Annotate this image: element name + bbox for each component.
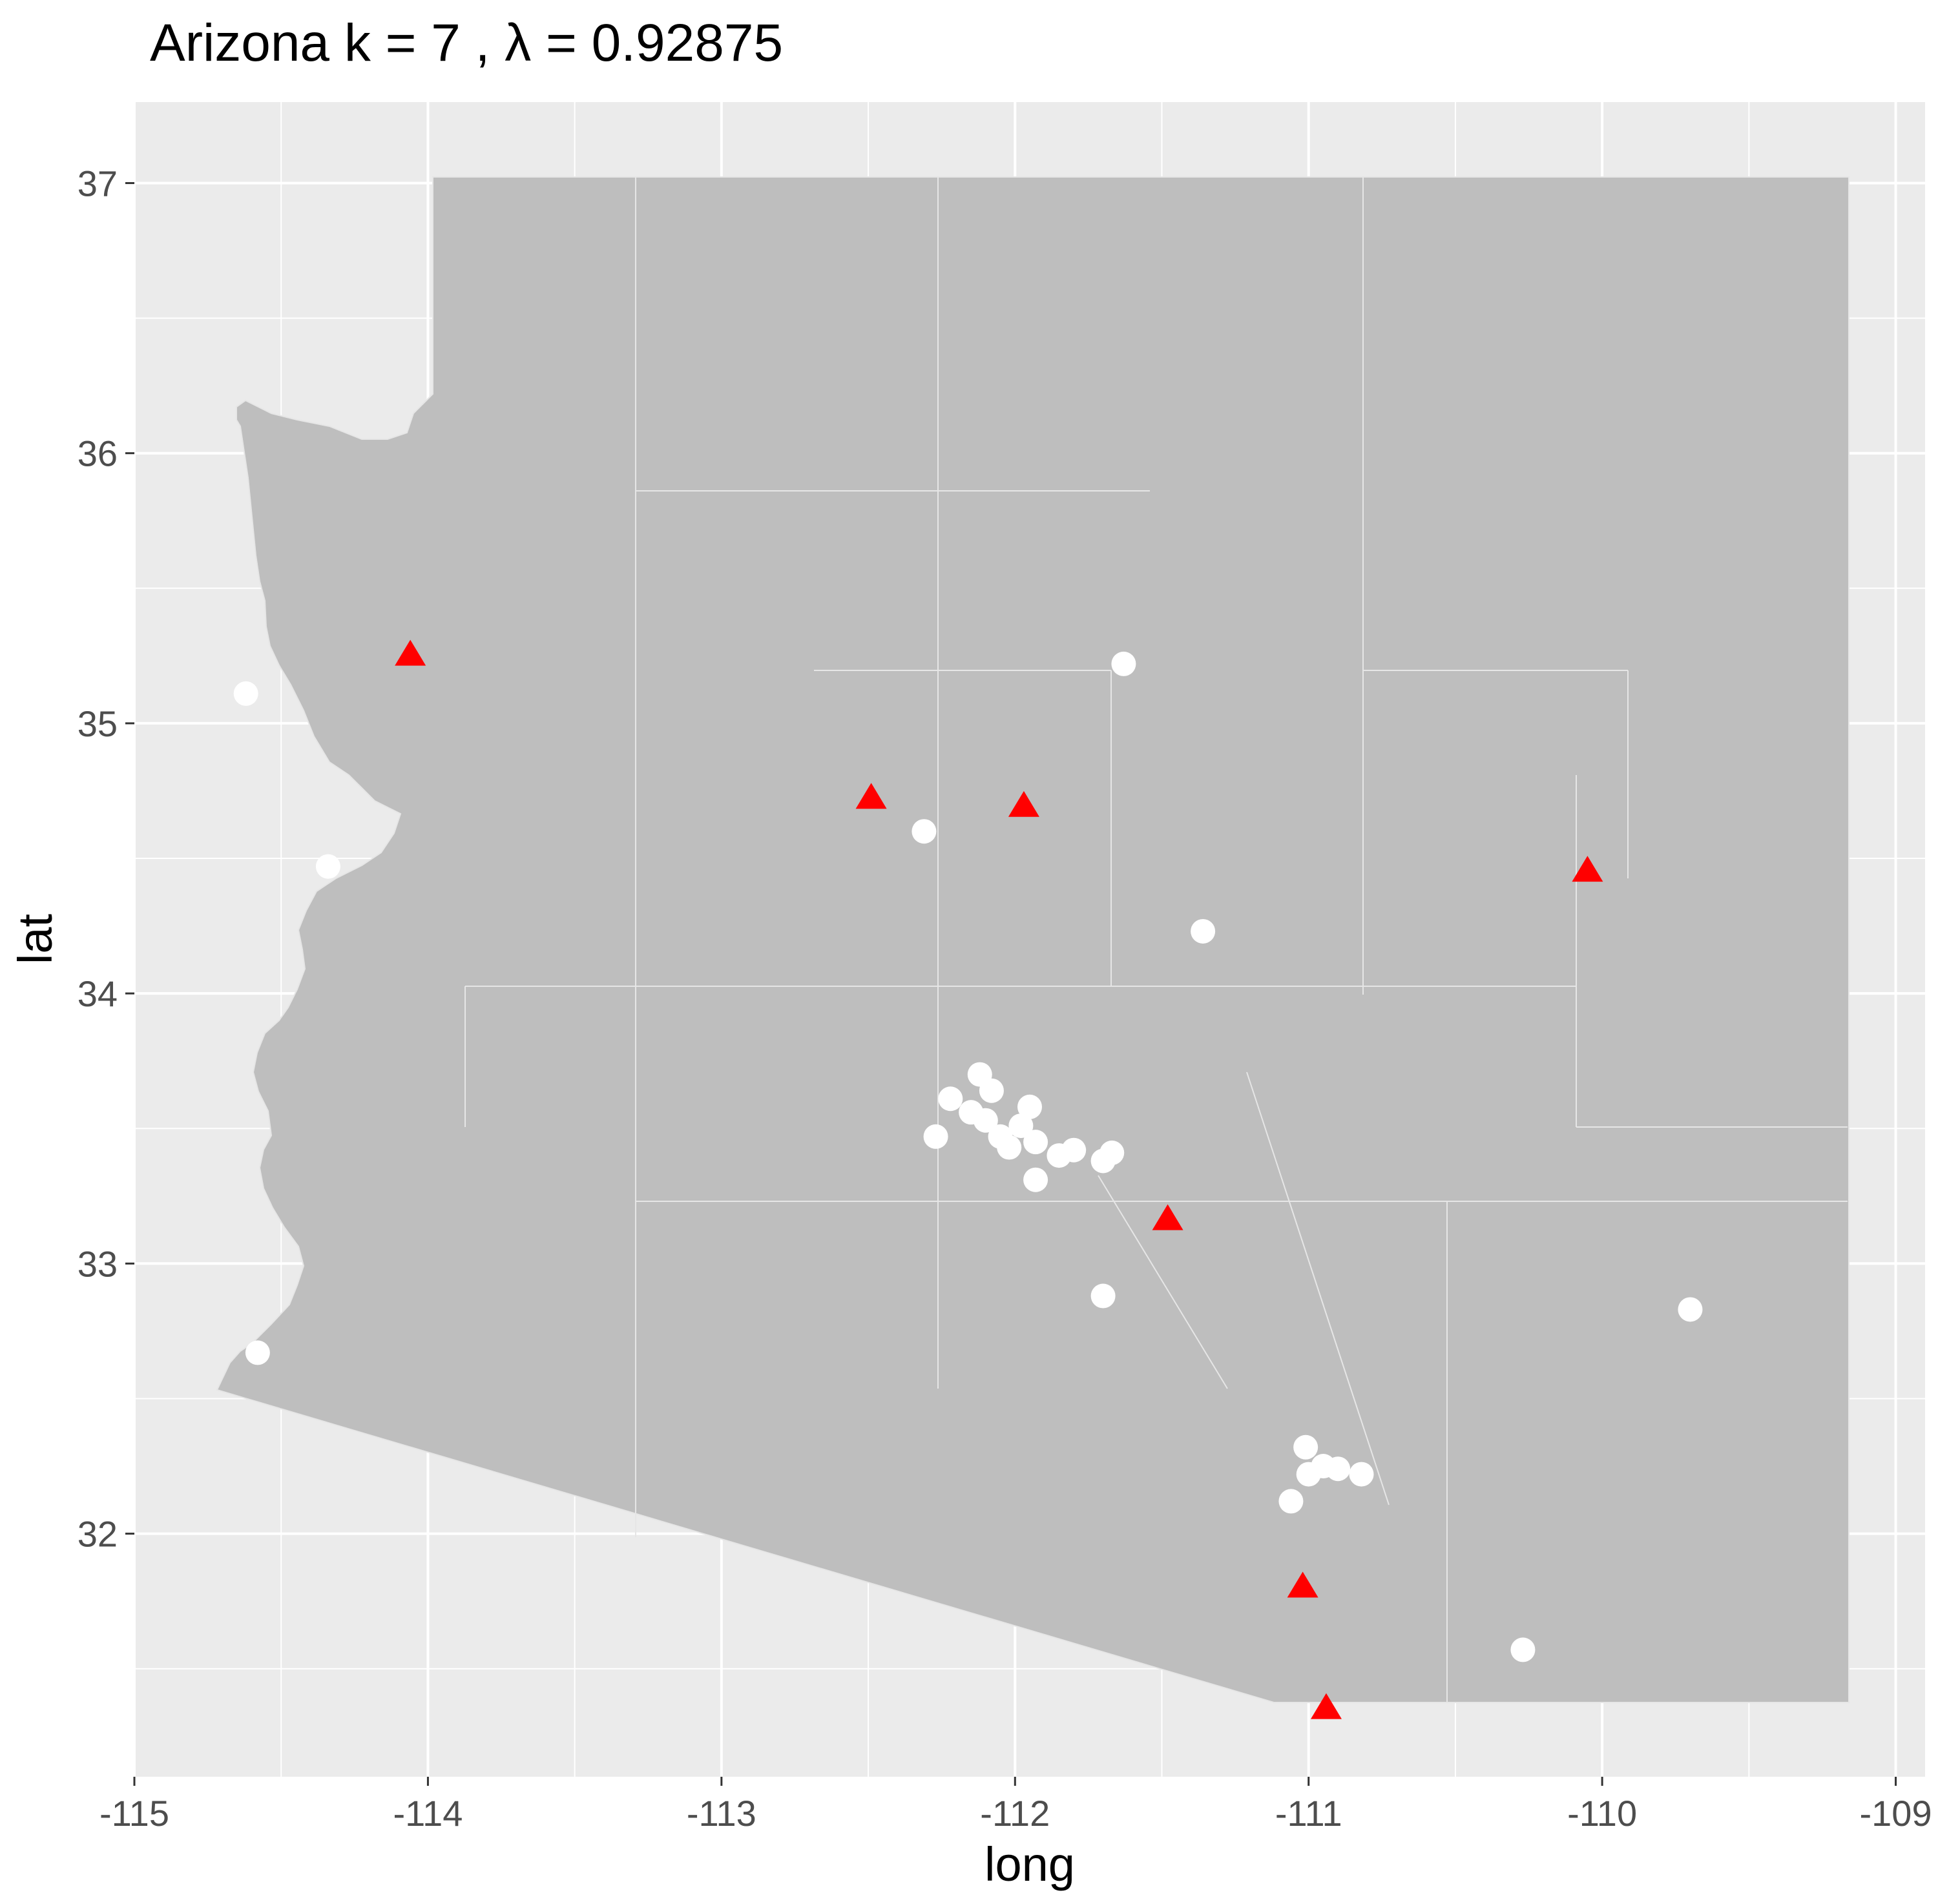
circle-marker [1278, 1489, 1304, 1514]
x-tick-label: -111 [1275, 1793, 1342, 1834]
triangle-marker [1008, 791, 1039, 817]
circle-marker [1023, 1167, 1048, 1192]
circle-marker [1099, 1140, 1125, 1165]
circle-marker [315, 854, 340, 879]
y-tick-label: 32 [78, 1514, 118, 1555]
circle-markers [233, 651, 1703, 1662]
internal-boundaries [464, 177, 1848, 1702]
plot-title: Arizona k = 7 , λ = 0.92875 [150, 14, 783, 72]
x-tick-label: -115 [99, 1793, 169, 1834]
circle-marker [1293, 1434, 1318, 1460]
circle-marker [1061, 1137, 1087, 1163]
triangle-marker [395, 639, 426, 666]
x-axis-title: long [985, 1837, 1075, 1891]
circle-marker [973, 1108, 998, 1133]
triangle-marker [1572, 856, 1603, 882]
circle-marker [1090, 1283, 1116, 1309]
circle-marker [1008, 1113, 1034, 1139]
circle-marker [1349, 1462, 1374, 1487]
x-tick-label: -110 [1567, 1793, 1637, 1834]
y-axis-title: lat [8, 913, 62, 964]
circle-marker [923, 1124, 948, 1149]
circle-marker [233, 681, 258, 706]
y-axis: 32 33 34 35 36 37 [78, 163, 134, 1555]
circle-marker [1326, 1456, 1351, 1482]
circle-marker [1678, 1297, 1703, 1322]
arizona-state-shape [216, 176, 1849, 1703]
triangle-markers [395, 639, 1603, 1719]
x-tick-label: -114 [393, 1793, 463, 1834]
y-tick-label: 35 [78, 703, 118, 744]
y-tick-label: 37 [78, 163, 118, 203]
x-axis: -115 -114 -113 -112 -111 -110 -109 [99, 1777, 1932, 1834]
x-tick-label: -113 [687, 1793, 756, 1834]
circle-marker [1023, 1130, 1048, 1155]
circle-marker [1111, 651, 1136, 676]
circle-marker [979, 1078, 1004, 1103]
circle-marker [1191, 918, 1216, 944]
circle-marker [912, 819, 937, 844]
y-tick-label: 36 [78, 433, 118, 474]
circle-marker [1510, 1637, 1536, 1662]
circle-marker [938, 1086, 963, 1112]
triangle-marker [1287, 1571, 1318, 1598]
triangle-marker [1152, 1204, 1183, 1230]
triangle-marker [1310, 1693, 1342, 1719]
circle-marker [1017, 1094, 1042, 1119]
x-tick-label: -109 [1860, 1793, 1932, 1834]
triangle-marker [855, 783, 887, 809]
circle-marker [245, 1340, 270, 1365]
x-tick-label: -112 [980, 1793, 1050, 1834]
arizona-outline [216, 176, 1849, 1703]
y-tick-label: 34 [78, 973, 118, 1014]
y-tick-label: 33 [78, 1243, 118, 1284]
circle-marker [997, 1135, 1022, 1160]
